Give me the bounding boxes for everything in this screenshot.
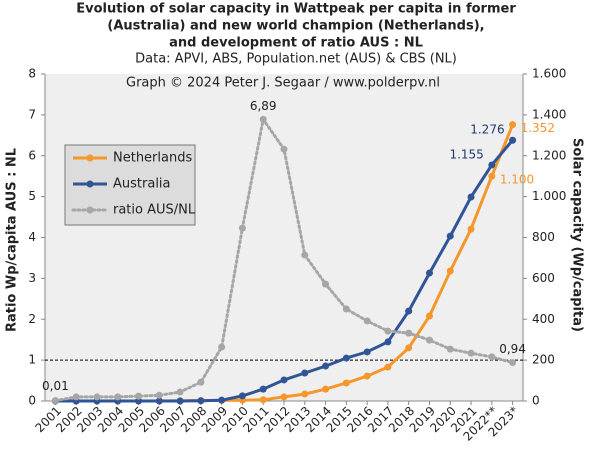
chart-title: Evolution of solar capacity in Wattpeak …: [76, 2, 516, 17]
data-point: [93, 393, 101, 401]
y2-tick-label: 200: [532, 353, 555, 367]
data-point: [259, 115, 267, 123]
data-point: [488, 353, 496, 361]
y-tick-label: 7: [28, 107, 36, 121]
data-point: [342, 305, 350, 313]
y2-tick-label: 1.000: [532, 189, 566, 203]
y-axis-title: Ratio Wp/capita AUS : NL: [5, 148, 20, 332]
data-point: [488, 172, 496, 180]
data-point: [509, 136, 517, 144]
y-tick-label: 1: [28, 353, 36, 367]
y2-tick-label: 800: [532, 230, 555, 244]
data-point: [135, 392, 143, 400]
data-point: [446, 267, 454, 275]
data-point: [301, 251, 309, 259]
chart-title: (Australia) and new world champion (Neth…: [107, 19, 484, 34]
data-point: [301, 369, 309, 377]
data-point: [425, 269, 433, 277]
data-point: [259, 396, 267, 404]
y2-tick-label: 400: [532, 312, 555, 326]
data-point: [238, 224, 246, 232]
data-point: [342, 379, 350, 387]
data-point: [488, 161, 496, 169]
y2-tick-label: 1.200: [532, 148, 566, 162]
y-tick-label: 0: [28, 394, 36, 408]
data-point: [51, 397, 59, 405]
y-tick-label: 6: [28, 148, 36, 162]
data-point: [155, 391, 163, 399]
y2-tick-label: 1.600: [532, 67, 566, 81]
data-point: [467, 225, 475, 233]
data-point: [176, 397, 184, 405]
data-point: [425, 336, 433, 344]
data-point: [114, 393, 122, 401]
data-point: [322, 280, 330, 288]
data-point: [509, 359, 517, 367]
value-label: 0,94: [499, 342, 526, 356]
data-point: [405, 307, 413, 315]
value-label: 6,89: [250, 99, 277, 113]
y-tick-label: 2: [28, 312, 36, 326]
data-point: [155, 397, 163, 405]
legend-label: ratio AUS/NL: [113, 203, 196, 218]
data-point: [135, 397, 143, 405]
y-tick-label: 8: [28, 67, 36, 81]
legend-marker: [86, 180, 94, 188]
y-tick-label: 5: [28, 189, 36, 203]
data-point: [72, 393, 80, 401]
data-point: [280, 393, 288, 401]
data-point: [176, 388, 184, 396]
data-point: [446, 232, 454, 240]
y-tick-label: 4: [28, 230, 36, 244]
chart-title: and development of ratio AUS : NL: [169, 36, 423, 51]
y2-tick-label: 1.400: [532, 107, 566, 121]
legend-marker: [86, 206, 94, 214]
subtitle: Data: APVI, ABS, Population.net (AUS) & …: [135, 52, 457, 67]
data-point: [384, 363, 392, 371]
data-point: [363, 372, 371, 380]
legend-label: Netherlands: [113, 151, 192, 166]
legend-label: Australia: [113, 177, 171, 192]
data-point: [197, 378, 205, 386]
data-point: [218, 396, 226, 404]
data-point: [509, 121, 517, 129]
data-point: [322, 385, 330, 393]
data-point: [405, 329, 413, 337]
data-point: [384, 338, 392, 346]
data-point: [405, 344, 413, 352]
y2-tick-label: 600: [532, 271, 555, 285]
data-point: [467, 193, 475, 201]
value-label: 1.352: [521, 121, 555, 135]
value-label: 0,01: [42, 379, 69, 393]
data-point: [342, 354, 350, 362]
data-point: [363, 348, 371, 356]
y-tick-label: 3: [28, 271, 36, 285]
annotation: Graph © 2024 Peter J. Segaar / www.polde…: [126, 76, 440, 91]
data-point: [197, 397, 205, 405]
data-point: [259, 385, 267, 393]
data-point: [280, 145, 288, 153]
value-label: 1.155: [449, 147, 483, 161]
value-label: 1.100: [500, 173, 534, 187]
data-point: [384, 327, 392, 335]
data-point: [446, 345, 454, 353]
y2-axis-title: Solar capacity (Wp/capita): [570, 138, 585, 332]
data-point: [280, 376, 288, 384]
data-point: [425, 312, 433, 320]
y2-tick-label: 0: [532, 394, 540, 408]
data-point: [238, 392, 246, 400]
data-point: [322, 362, 330, 370]
value-label: 1.276: [470, 123, 504, 137]
data-point: [363, 317, 371, 325]
data-point: [218, 343, 226, 351]
data-point: [467, 349, 475, 357]
legend-marker: [86, 154, 94, 162]
data-point: [301, 390, 309, 398]
